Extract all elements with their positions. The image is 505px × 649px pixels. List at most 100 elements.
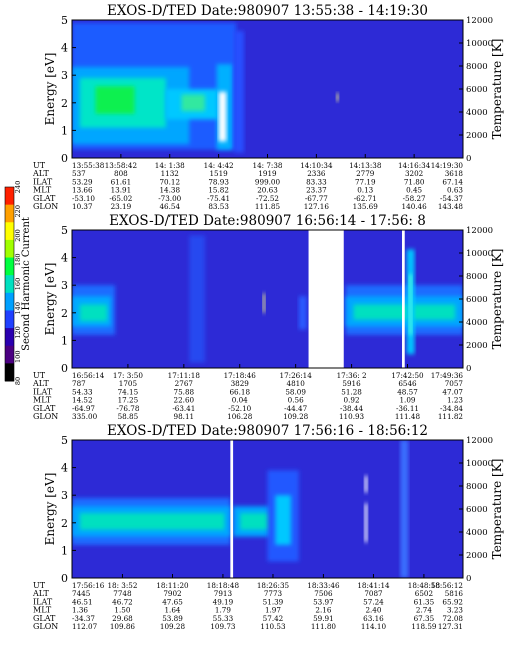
colorbar-segment [5,187,14,206]
colorbar-segment [5,345,14,364]
y2-tick-label: 0 [466,364,471,374]
tick-value-ilat: 48.57 [397,387,418,396]
tick-value-ilat: 46.51 [72,597,93,606]
tick-value-alt: 537 [72,169,86,178]
y2-tick-label: 4000 [466,318,488,328]
colorbar-tick-label: 220 [14,205,22,217]
spectrogram-cell [189,235,205,363]
colorbar-segment [5,204,14,223]
tick-value-mlt: 2.16 [315,606,331,615]
tick-value-alt: 2336 [307,169,326,178]
tick-value-glat: -62.71 [354,194,377,203]
tick-value-ut: 18:56:12 [431,581,463,590]
tick-value-glat: 72.08 [442,614,463,623]
tick-value-mlt: 13.66 [72,186,93,195]
tick-value-mlt: 14.52 [72,396,93,405]
tick-value-ut: 17:11:18 [168,371,201,380]
tick-value-glat: -34.37 [72,614,95,623]
colorbar-segment [5,310,14,329]
tick-value-ut: 17:18:46 [224,371,257,380]
tick-value-ut: 18:11:20 [156,581,189,590]
tick-value-mlt: 1.97 [265,606,281,615]
tick-value-glon: 109.86 [110,622,136,631]
tick-value-glat: -65.02 [109,194,132,203]
colorbar-tick-label: 140 [14,302,22,314]
tick-value-glat: -76.78 [116,404,139,413]
tick-value-ilat: 47.07 [442,387,463,396]
tick-value-glat: -54.37 [440,194,463,203]
y2-axis-label: Temperature [K] [490,39,504,140]
colorbar-segment [5,222,14,241]
tick-value-alt: 1519 [209,169,228,178]
tick-value-alt: 4810 [287,379,306,388]
tick-value-alt: 1705 [119,379,138,388]
tick-value-ut: 14:13:38 [349,161,382,170]
colorbar-segment [5,292,14,311]
tick-value-glat: 67.35 [414,614,435,623]
tick-value-glat: -63.41 [172,404,195,413]
y-tick-label: 0 [61,152,68,165]
row-label-alt: ALT [32,169,49,178]
spectrogram-cell [336,93,339,102]
tick-value-ut: 14: 7:38 [253,161,283,170]
spectrogram-cell [262,293,266,313]
y2-axis-label: Temperature [K] [490,459,504,560]
tick-value-glon: 111.85 [255,202,281,211]
spectrogram-cell [364,503,368,543]
tick-value-ilat: 70.12 [159,177,180,186]
y-tick-label: 1 [61,334,68,347]
tick-value-ut: 18: 3:52 [107,581,137,590]
tick-value-alt: 6502 [415,589,433,598]
y2-axis-label: Temperature [K] [490,249,504,350]
tick-value-glat: 53.89 [162,614,183,623]
tick-value-glon: 112.07 [72,622,98,631]
tick-value-glon: 46.54 [159,202,180,211]
spectrogram-cell [298,296,307,330]
tick-value-ilat: 57.24 [363,597,384,606]
colorbar-tick-label: 200 [14,229,22,241]
tick-value-glon: 110.53 [260,622,286,631]
tick-value-ut: 14:16:34 [398,161,431,170]
row-label-ut: UT [33,161,46,170]
tick-value-ut: 17:36: 2 [337,371,367,380]
tick-value-mlt: 1.09 [399,396,415,405]
tick-value-ut: 18:33:46 [307,581,340,590]
panel-title: EXOS-D/TED Date:980907 17:56:16 - 18:56:… [107,423,428,439]
tick-value-alt: 2779 [356,169,375,178]
spectrogram-cell [79,304,108,322]
tick-value-mlt: 1.64 [164,606,180,615]
row-label-mlt: MLT [33,396,52,405]
y2-tick-label: 2000 [466,131,488,141]
tick-value-mlt: 1.23 [447,396,463,405]
tick-value-mlt: 14.38 [159,186,180,195]
tick-value-ut: 13:55:38 [72,161,105,170]
y-tick-label: 3 [61,279,68,292]
tick-value-glat: -44.47 [284,404,307,413]
tick-value-ut: 14:19:30 [431,161,464,170]
tick-value-glat: -64.97 [72,404,95,413]
colorbar-segment [5,328,14,347]
tick-value-ilat: 46.72 [112,597,133,606]
colorbar-segment [5,275,14,294]
tick-value-glon: 111.80 [311,622,337,631]
tick-value-glon: 83.53 [208,202,229,211]
row-label-ilat: ILAT [33,597,53,606]
tick-value-glon: 111.48 [395,412,421,421]
tick-value-alt: 2767 [175,379,194,388]
tick-value-glat: -36.11 [396,404,419,413]
tick-value-mlt: 13.91 [111,186,132,195]
tick-value-ilat: 61.61 [111,177,132,186]
data-gap [230,439,234,579]
tick-value-glon: 10.37 [72,202,93,211]
tick-value-ilat: 999.00 [255,177,281,186]
spectrogram-cell [275,495,291,545]
tick-value-alt: 7445 [72,589,91,598]
tick-value-ut: 17:42:50 [391,371,424,380]
tick-value-glon: 135.69 [353,202,379,211]
y-tick-label: 0 [61,362,68,375]
y2-tick-label: 4000 [466,528,488,538]
tick-value-mlt: 22.60 [174,396,195,405]
tick-value-glon: 127.31 [438,622,463,631]
tick-value-ilat: 49.19 [213,597,234,606]
y2-tick-label: 8000 [466,272,488,282]
